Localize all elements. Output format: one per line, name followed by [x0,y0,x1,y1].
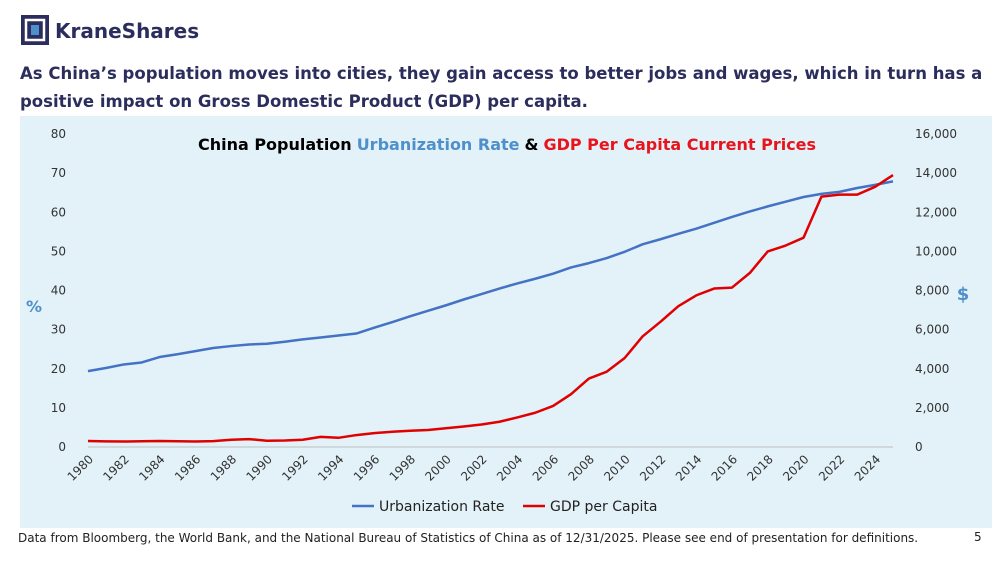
y-tick-label: 80 [51,127,66,141]
chart-title: China Population Urbanization Rate & GDP Pe… [198,135,816,154]
logo: KraneShares [21,15,199,45]
y2-axis-label: $ [957,284,970,305]
y-tick-label: 30 [51,323,66,337]
y2-tick-label: 10,000 [915,244,957,258]
chart-title-part: Urbanization Rate [357,135,520,154]
legend-label: Urbanization Rate [379,499,505,515]
chart-title-part: China Population [198,135,352,154]
y2-tick-label: 8,000 [915,284,949,298]
y-tick-label: 50 [51,244,66,258]
y2-tick-label: 4,000 [915,362,949,376]
chart-background [20,116,992,528]
headline: As China’s population moves into cities,… [20,64,983,111]
logo-icon-core [31,25,39,35]
series-line [87,174,894,443]
y-axis-label: % [26,297,42,316]
y2-tick-label: 0 [915,440,923,454]
y-tick-label: 10 [51,401,66,415]
footnote: Data from Bloomberg, the World Bank, and… [18,531,918,545]
y-tick-label: 20 [51,362,66,376]
y-tick-label: 60 [51,205,66,219]
y2-tick-label: 12,000 [915,205,957,219]
chart-title-part: GDP Per Capita Current Prices [543,135,816,154]
y2-tick-label: 16,000 [915,127,957,141]
y2-tick-label: 6,000 [915,323,949,337]
y-tick-label: 70 [51,166,66,180]
y-tick-label: 40 [51,284,66,298]
y-tick-label: 0 [58,440,66,454]
series-line [87,180,894,373]
logo-icon-frame [24,18,46,42]
legend-label: GDP per Capita [550,499,657,515]
page-number: 5 [974,530,982,544]
y2-tick-label: 2,000 [915,401,949,415]
logo-text: KraneShares [55,19,199,43]
y2-tick-label: 14,000 [915,166,957,180]
chart-title-part: & [525,135,539,154]
